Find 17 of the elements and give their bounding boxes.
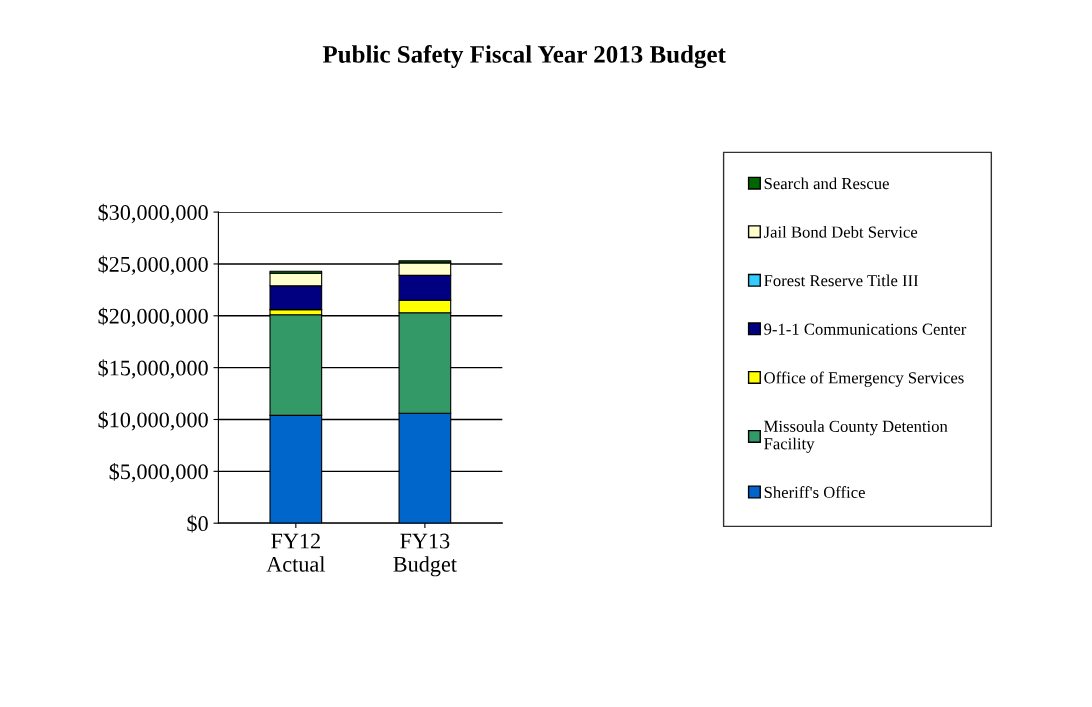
x-tick-label: FY13 Budget <box>393 533 457 577</box>
y-tick-label: $20,000,000 <box>98 307 208 327</box>
legend-label: Jail Bond Debt Service <box>763 225 918 238</box>
legend-label: Office of Emergency Services <box>764 371 964 387</box>
y-tick-label: $10,000,000 <box>98 411 208 431</box>
legend-label: Forest Reserve Title III <box>764 274 919 287</box>
chart-title: Public Safety Fiscal Year 2013 Budget <box>322 45 726 69</box>
y-tick-label: $5,000,000 <box>109 462 208 483</box>
y-tick-label: $0 <box>187 514 208 533</box>
y-tick-label: $30,000,000 <box>98 203 208 224</box>
legend-label: Sheriff's Office <box>764 486 865 498</box>
legend-label: Missoula County Detention Facility <box>764 420 948 453</box>
x-tick-label: FY12 Actual <box>266 533 325 572</box>
legend-label: 9-1-1 Communications Center <box>764 323 967 335</box>
y-tick-label: $15,000,000 <box>98 359 208 379</box>
y-tick-label: $25,000,000 <box>98 255 208 276</box>
legend-label: Search and Rescue <box>764 177 889 190</box>
